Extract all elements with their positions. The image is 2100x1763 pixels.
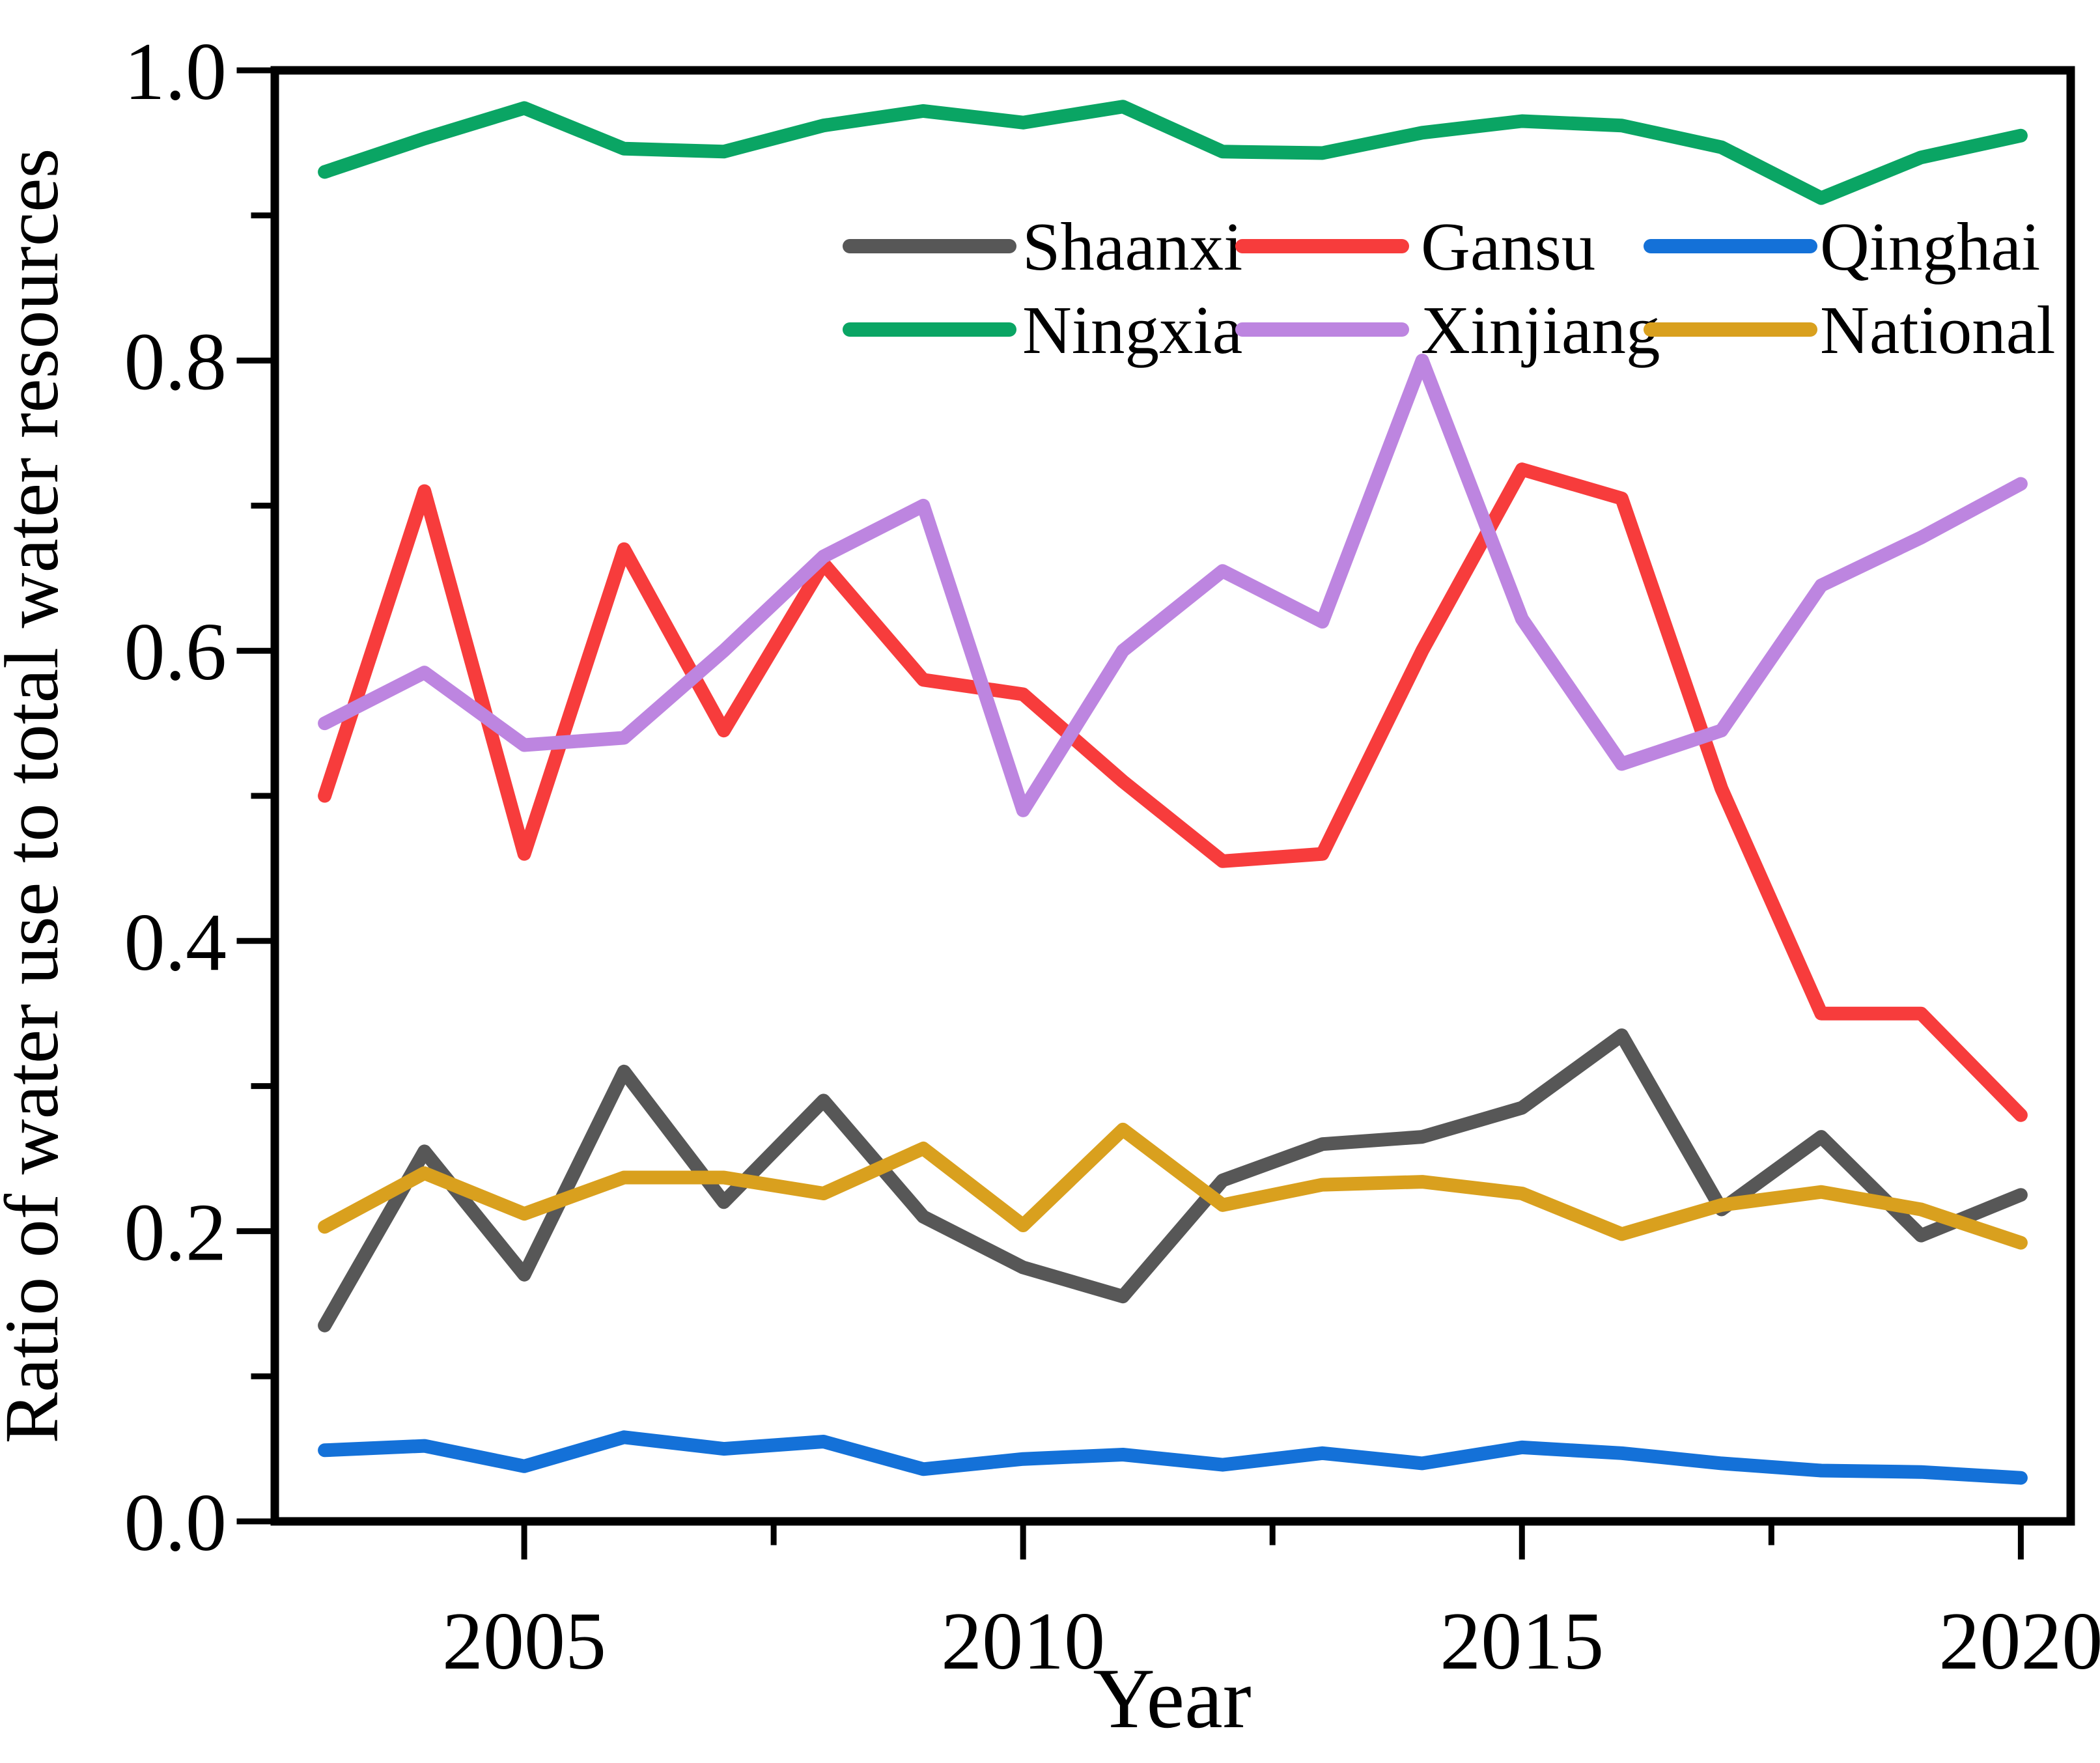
y-axis-title: Ratio of water use to total water resour… — [0, 148, 74, 1444]
y-axis: 0.0 0.2 0.4 0.6 0.8 1.0 — [124, 27, 271, 1568]
legend-label-gansu: Gansu — [1421, 208, 1595, 285]
series-line-shaanxi — [318, 1028, 2028, 1333]
y-tick-label: 0.8 — [124, 317, 227, 408]
x-tick-label: 2010 — [941, 1596, 1105, 1687]
x-tick-label: 2020 — [1939, 1596, 2100, 1687]
plot-frame — [270, 66, 2075, 1526]
y-tick-label: 0.4 — [124, 897, 227, 988]
x-axis: 2005 2010 2015 2020 — [442, 1525, 2100, 1687]
legend-label-shaanxi: Shaanxi — [1022, 208, 1242, 285]
series-line-national — [318, 1122, 2028, 1250]
y-tick-label: 1.0 — [124, 27, 227, 117]
x-tick-label: 2015 — [1440, 1596, 1604, 1687]
series-line-ningxia — [318, 100, 2028, 205]
y-tick-label: 0.0 — [124, 1478, 227, 1568]
legend-label-qinghai: Qinghai — [1820, 208, 2040, 285]
x-tick-label: 2005 — [442, 1596, 606, 1687]
y-tick-label: 0.6 — [124, 607, 227, 698]
legend-label-national: National — [1820, 292, 2056, 368]
series-line-gansu — [318, 462, 2028, 1122]
y-tick-label: 0.2 — [124, 1187, 227, 1278]
legend: Shaanxi Gansu Qinghai Ningxia Xinjiang Nation… — [843, 208, 2056, 368]
plot-border — [270, 66, 2075, 1526]
legend-label-ningxia: Ningxia — [1022, 292, 1242, 368]
series-line-qinghai — [318, 1430, 2028, 1485]
x-axis-title: Year — [1093, 1650, 1251, 1746]
series-line-xinjiang — [318, 354, 2028, 817]
series-lines — [318, 100, 2028, 1485]
legend-label-xinjiang: Xinjiang — [1421, 292, 1660, 368]
